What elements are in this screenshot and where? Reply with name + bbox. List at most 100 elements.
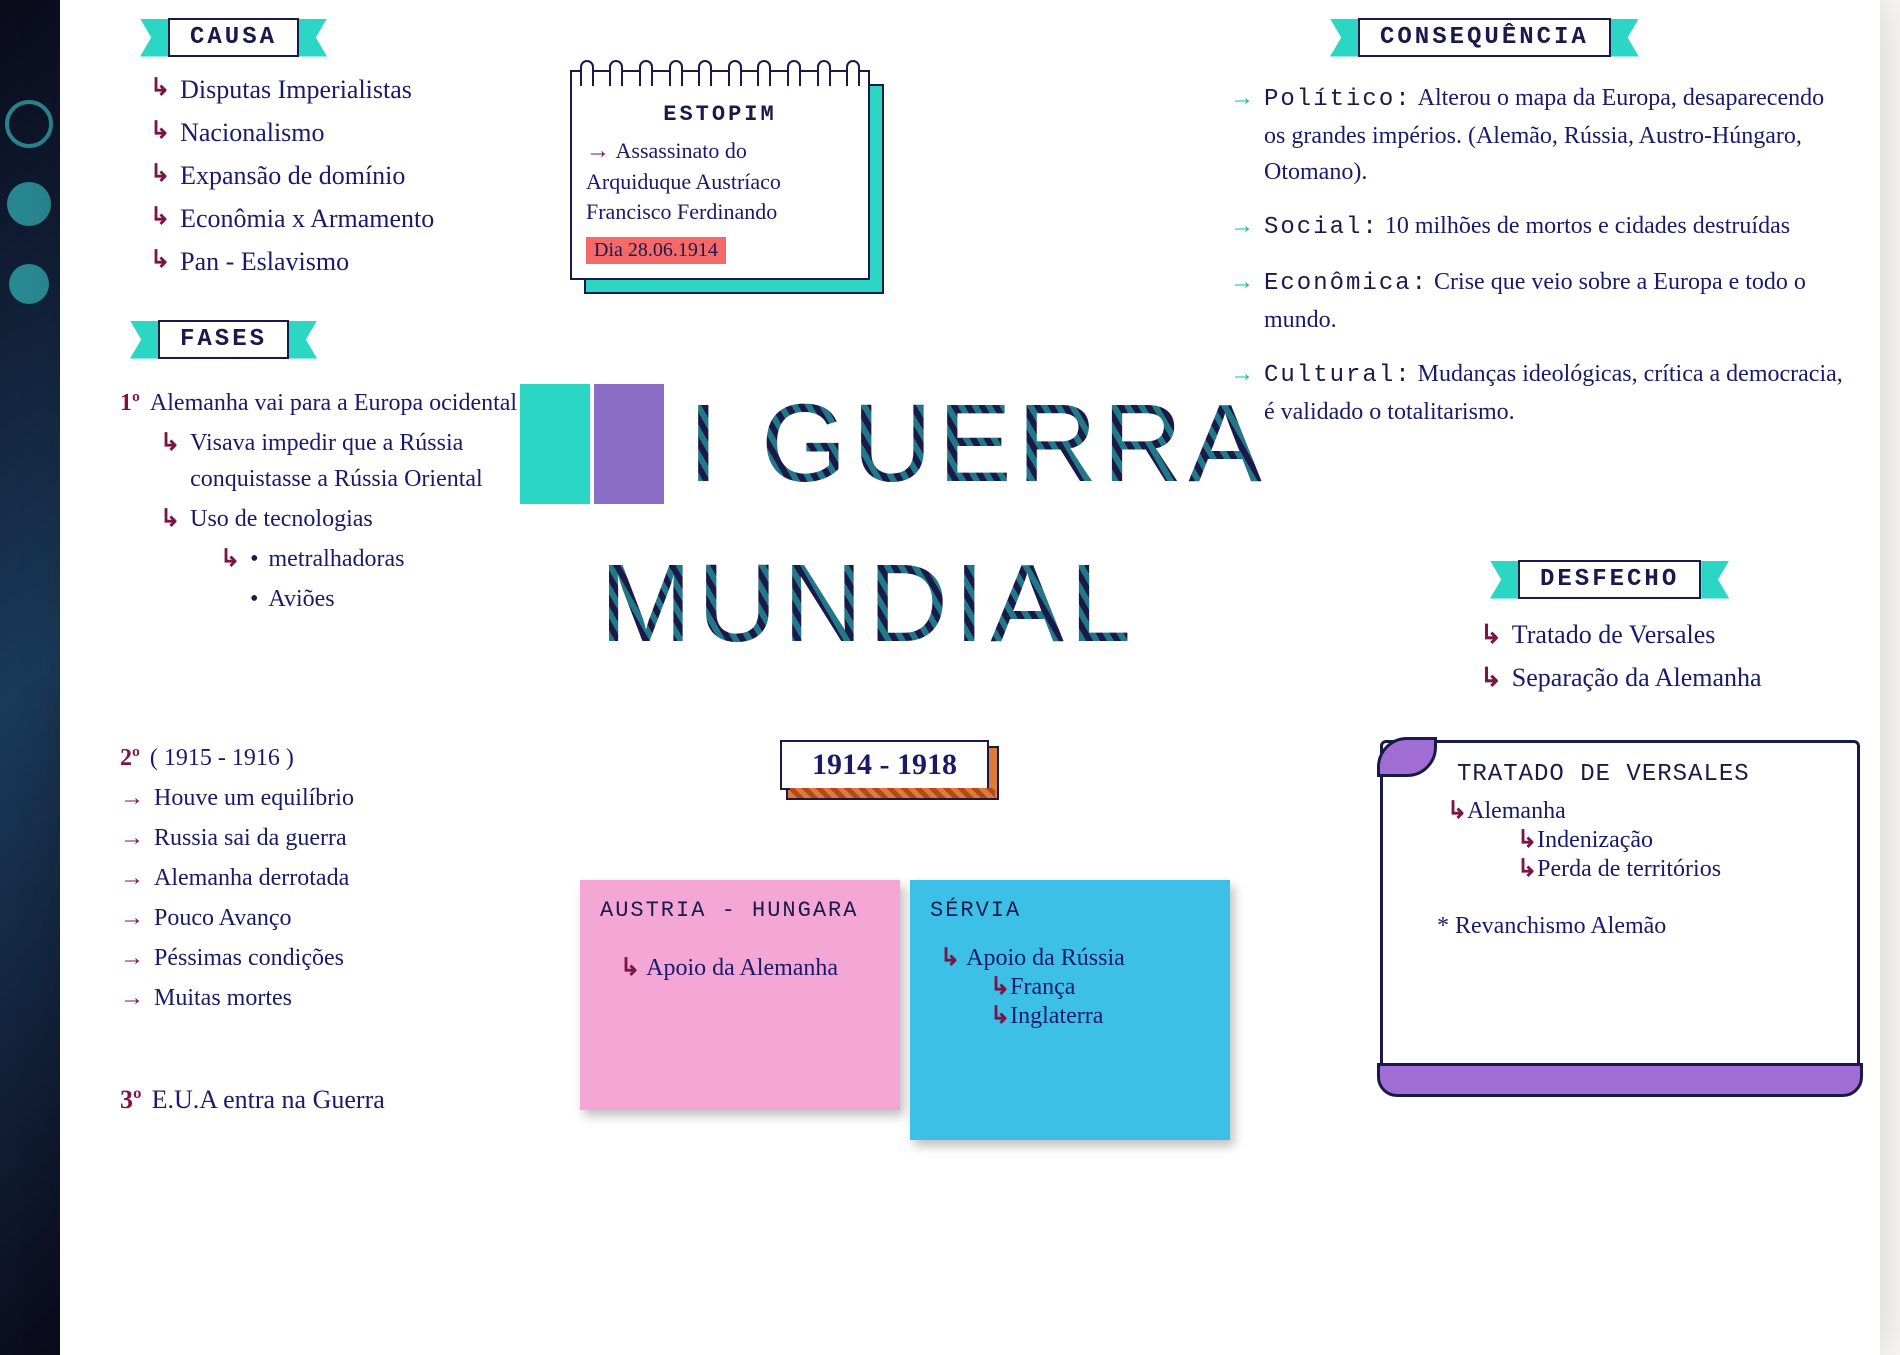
bullet-arrow: →: [1230, 208, 1254, 244]
consequencia-banner: CONSEQUÊNCIA: [1330, 18, 1639, 57]
phase-number: 1º: [120, 385, 140, 421]
phase2-item: Péssimas condições: [154, 940, 344, 976]
ribbon-right: [299, 19, 327, 57]
phase-number: 2º: [120, 740, 140, 776]
servia-root: Apoio da Rússia: [966, 945, 1125, 971]
elbow-arrow: ↳: [220, 541, 240, 577]
causa-banner: CAUSA: [140, 18, 327, 57]
servia-item: França: [1010, 974, 1075, 1000]
ribbon-left: [140, 19, 168, 57]
phase3-text: E.U.A entra na Guerra: [152, 1080, 385, 1119]
elbow-arrow: ↳: [1517, 856, 1537, 882]
title-text: MUNDIAL: [600, 540, 1137, 667]
bullet-arrow: →: [1230, 80, 1254, 116]
elbow-arrow: ↳: [620, 955, 640, 981]
bullet-arrow: →: [120, 780, 144, 816]
fases-phase3: 3º E.U.A entra na Guerra: [120, 1080, 550, 1123]
bullet-arrow: →: [120, 860, 144, 896]
conseq-social-label: Social:: [1264, 214, 1379, 241]
scroll-curl-bottom: [1377, 1063, 1863, 1097]
bullet-arrow: ↳: [150, 156, 170, 192]
conseq-cultural-label: Cultural:: [1264, 362, 1412, 389]
phase2-item: Houve um equilíbrio: [154, 780, 354, 816]
causa-item: Expansão de domínio: [180, 156, 405, 195]
bullet-arrow: →: [120, 980, 144, 1016]
servia-sticky: SÉRVIA ↳ Apoio da Rússia ↳França ↳Inglat…: [910, 880, 1230, 1140]
date-range-text: 1914 - 1918: [812, 748, 957, 781]
ribbon-left: [130, 321, 158, 359]
tech-item: metralhadoras: [269, 541, 405, 577]
estopim-notepad: ESTOPIM → Assassinato do Arquiduque Aust…: [570, 70, 870, 280]
ribbon-left: [1490, 561, 1518, 599]
phase2-years: ( 1915 - 1916 ): [150, 740, 294, 776]
causa-header: CAUSA: [168, 18, 299, 57]
conseq-economica-label: Econômica:: [1264, 270, 1428, 297]
conseq-politico-label: Político:: [1264, 86, 1412, 113]
elbow-arrow: ↳: [160, 425, 180, 461]
bullet-arrow: ↳: [150, 113, 170, 149]
causa-item: Disputas Imperialistas: [180, 70, 412, 109]
elbow-arrow: ↳: [1447, 798, 1467, 824]
elbow-arrow: ↳: [940, 945, 960, 971]
ribbon-right: [1611, 19, 1639, 57]
estopim-date-label: Dia: [594, 239, 623, 261]
phase2-item: Pouco Avanço: [154, 900, 292, 936]
elbow-arrow: ↳: [1480, 615, 1502, 654]
servia-header: SÉRVIA: [930, 898, 1210, 923]
austria-header: AUSTRIA - HUNGARA: [600, 898, 880, 923]
title-block-teal: [520, 384, 590, 504]
desfecho-list: ↳ Tratado de Versales ↳ Separação da Alema…: [1480, 615, 1880, 701]
ribbon-right: [1701, 561, 1729, 599]
fases-banner: FASES: [130, 320, 317, 359]
estopim-date-value: 28.06.1914: [628, 239, 718, 261]
desfecho-header: DESFECHO: [1518, 560, 1701, 599]
bullet-arrow: ↳: [150, 199, 170, 235]
austria-sticky: AUSTRIA - HUNGARA ↳ Apoio da Alemanha: [580, 880, 900, 1110]
scroll-curl-top: [1377, 737, 1437, 777]
bullet-arrow: ↳: [150, 70, 170, 106]
causa-list: ↳Disputas Imperialistas ↳Nacionalismo ↳E…: [150, 70, 550, 285]
estopim-header: ESTOPIM: [586, 102, 854, 127]
title-block-purple: [594, 384, 664, 504]
ribbon-left: [1330, 19, 1358, 57]
bullet-arrow: →: [1230, 264, 1254, 300]
elbow-arrow: ↳: [160, 501, 180, 537]
tratado-header: TRATADO DE VERSALES: [1457, 761, 1833, 788]
main-title-line2: MUNDIAL: [600, 540, 1137, 667]
tratado-item: Perda de territórios: [1537, 856, 1721, 882]
tratado-item: Indenização: [1537, 827, 1653, 853]
phase2-item: Russia sai da guerra: [154, 820, 347, 856]
fases-phase1: 1º Alemanha vai para a Europa ocidental …: [120, 385, 550, 621]
elbow-arrow: ↳: [1480, 658, 1502, 697]
causa-item: Econômia x Armamento: [180, 199, 434, 238]
date-range-pill: 1914 - 1918: [780, 740, 989, 790]
tratado-scroll: TRATADO DE VERSALES ↳Alemanha ↳Indenizaç…: [1380, 740, 1860, 1080]
background-decoration: [0, 0, 60, 1355]
main-title-line1: I GUERRA: [520, 380, 1268, 507]
arrow-icon: →: [586, 138, 610, 164]
bullet-arrow: ↳: [150, 242, 170, 278]
desfecho-item: Separação da Alemanha: [1512, 658, 1762, 697]
conseq-social-text: 10 milhões de mortos e cidades destruída…: [1385, 213, 1790, 239]
elbow-arrow: ↳: [990, 1003, 1010, 1029]
bullet-arrow: →: [120, 900, 144, 936]
ribbon-right: [289, 321, 317, 359]
causa-item: Pan - Eslavismo: [180, 242, 349, 281]
estopim-date: Dia 28.06.1914: [586, 237, 726, 264]
phase-number: 3º: [120, 1080, 142, 1119]
consequencia-header: CONSEQUÊNCIA: [1358, 18, 1611, 57]
elbow-arrow: ↳: [1517, 827, 1537, 853]
mindmap-sheet: CAUSA ↳Disputas Imperialistas ↳Nacionali…: [60, 0, 1880, 1355]
fases-header: FASES: [158, 320, 289, 359]
notepad-sheet: ESTOPIM → Assassinato do Arquiduque Aust…: [570, 70, 870, 280]
tratado-root: Alemanha: [1467, 798, 1566, 824]
tratado-footer: * Revanchismo Alemão: [1437, 913, 1833, 940]
title-text: I GUERRA: [688, 380, 1268, 507]
servia-item: Inglaterra: [1010, 1003, 1103, 1029]
fases-phase2: 2º ( 1915 - 1916 ) →Houve um equilíbrio …: [120, 740, 550, 1020]
notepad-rings: [572, 60, 868, 86]
tech-item: Aviões: [268, 581, 334, 617]
phase1-text: Alemanha vai para a Europa ocidental: [150, 385, 517, 421]
phase-tech: Uso de tecnologias: [190, 501, 373, 537]
desfecho-item: Tratado de Versales: [1512, 615, 1716, 654]
